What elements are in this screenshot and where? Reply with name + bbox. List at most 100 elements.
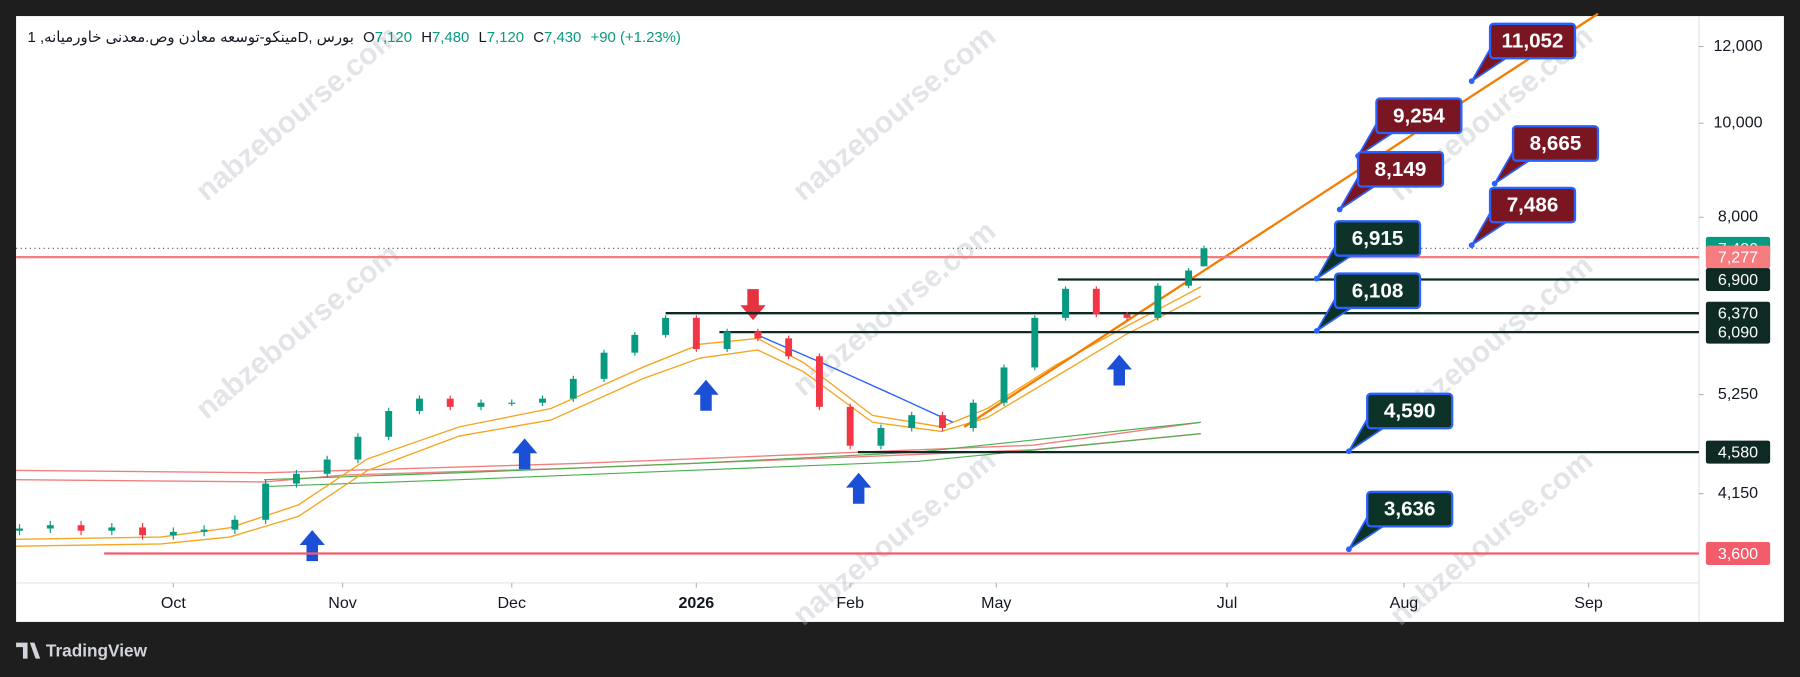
ma-orange [16, 295, 1202, 547]
callout-label: 7,486 [1507, 194, 1559, 217]
x-tick-label: Oct [161, 594, 187, 612]
indicators [16, 12, 1599, 562]
symbol-title: مینکو-توسعه معادن وص.معدنی خاورمیانه, 1D… [28, 29, 354, 46]
x-tick-label: Nov [328, 594, 357, 612]
callout-box [1366, 392, 1454, 430]
candle-body [877, 427, 885, 446]
callout-anchor [1313, 328, 1320, 334]
price-tag [1705, 320, 1771, 344]
candle-body [169, 531, 177, 536]
legend-key: O [363, 29, 375, 46]
price-tag-label: 4,580 [1718, 444, 1758, 462]
trend-line [963, 12, 1599, 428]
x-tick-label: Aug [1390, 594, 1419, 612]
x-tick-label: Feb [836, 594, 864, 612]
callout-box [1488, 186, 1577, 224]
price-tag-label: 6,900 [1718, 271, 1758, 289]
arrow-up [1106, 354, 1132, 386]
candle-body [385, 410, 393, 437]
candle-body [539, 398, 546, 403]
y-tick-label: 12,000 [1713, 37, 1762, 55]
callout-label: 3,636 [1384, 498, 1436, 521]
candle-body [108, 527, 116, 531]
brand-logo [16, 642, 41, 659]
candle-body [200, 529, 208, 532]
candle-body [231, 519, 239, 530]
candle-body [508, 402, 516, 404]
candle-body [969, 402, 977, 428]
candle-body [815, 356, 823, 407]
candle-body [416, 398, 423, 411]
legend-value: 7,480 [432, 29, 469, 46]
callout-anchor [1468, 78, 1475, 85]
callout-label: 9,254 [1393, 104, 1445, 127]
price-tag [1705, 245, 1771, 269]
candle-body [785, 338, 793, 357]
callout-anchor [1345, 448, 1352, 455]
arrow-up [693, 379, 719, 411]
arrow-up [511, 438, 538, 470]
x-tick-label: May [981, 594, 1011, 612]
ma-orange [16, 286, 1202, 540]
plot-background [16, 16, 1784, 622]
candle-body [908, 415, 916, 428]
price-tag [1705, 440, 1771, 464]
legend-change: +90 (+1.23%) [591, 29, 681, 46]
candle-body [1092, 288, 1100, 315]
footer-bar [0, 626, 1800, 677]
price-tag-label: 7,277 [1718, 249, 1758, 267]
callout-label: 8,149 [1375, 158, 1427, 181]
candle-body [846, 406, 854, 446]
price-tag [1705, 301, 1771, 325]
candle-body [631, 334, 639, 353]
y-tick-label: 10,000 [1713, 114, 1762, 132]
callout-box [1488, 22, 1577, 60]
x-tick-label: 2026 [678, 594, 714, 612]
candle-body [16, 528, 23, 531]
legend-key: L [478, 29, 486, 46]
legend-value: 7,120 [375, 29, 412, 46]
callout-anchor [1491, 180, 1498, 187]
candle-body [477, 402, 485, 407]
candle-body [1185, 270, 1193, 286]
callout-label: 11,052 [1502, 30, 1564, 53]
candle-body [939, 415, 946, 428]
y-tick-label: 8,000 [1718, 208, 1758, 226]
ma-green [264, 421, 1201, 481]
y-tick-label: 5,250 [1718, 385, 1758, 403]
y-tick-label: 4,150 [1718, 484, 1758, 502]
callout-anchor [1345, 546, 1352, 553]
x-tick-label: Sep [1574, 594, 1603, 612]
brand: TradingView [46, 640, 148, 660]
candle-body [46, 525, 54, 529]
callout-anchor [1336, 206, 1343, 213]
legend-value: 7,120 [487, 29, 524, 46]
candle-body [323, 459, 331, 474]
candle-body [77, 525, 85, 531]
candle-body [569, 378, 577, 399]
candle-body [723, 331, 731, 350]
candle-body [446, 398, 454, 407]
legend-value: 7,430 [544, 29, 581, 46]
ma-red [16, 421, 1201, 474]
arrow-up [846, 472, 872, 504]
price-tag-label: 3,600 [1718, 545, 1758, 563]
price-tag-label: 6,090 [1718, 324, 1758, 342]
legend-line: مینکو-توسعه معادن وص.معدنی خاورمیانه, 1D… [28, 29, 681, 46]
candle-body [1154, 285, 1162, 318]
callout-box [1333, 220, 1422, 257]
candle-body [1200, 248, 1208, 267]
price-tag [1705, 542, 1771, 565]
candle-body [692, 317, 700, 350]
candle-body [754, 331, 762, 339]
callout-box [1366, 490, 1454, 528]
callout-box [1511, 125, 1600, 162]
price-tag [1705, 268, 1771, 292]
x-tick-label: Dec [497, 594, 526, 612]
candle-body [1123, 314, 1131, 318]
callout-label: 8,665 [1530, 132, 1582, 155]
callout-label: 6,108 [1352, 279, 1404, 302]
callout-box [1333, 272, 1422, 310]
